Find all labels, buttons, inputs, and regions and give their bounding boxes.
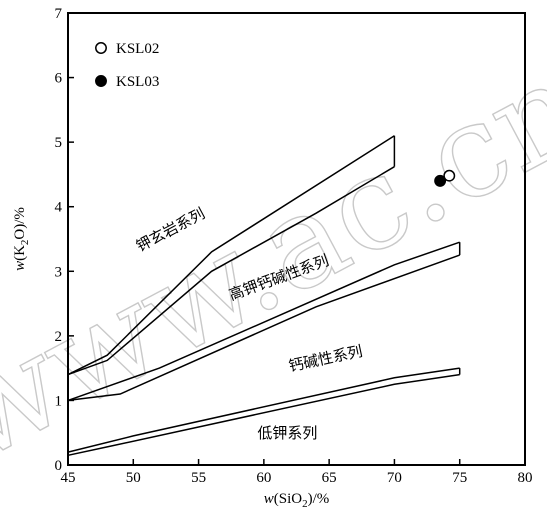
y-tick-label-1: 1 [55, 393, 63, 409]
field-lower-boundary-0 [67, 166, 395, 376]
field-upper-boundary-0 [67, 135, 395, 376]
field-upper-boundary-1 [67, 241, 460, 402]
point-ksl03 [434, 174, 447, 187]
x-tick-label-55: 55 [191, 470, 206, 486]
x-tick-label-45: 45 [61, 470, 76, 486]
y-tick-label-4: 4 [55, 200, 63, 216]
y-tick-label-5: 5 [55, 135, 63, 151]
x-tick-label-65: 65 [322, 470, 337, 486]
x-axis-title: w(SiO2)/% [264, 491, 330, 510]
legend-marker-ksl02 [95, 42, 107, 54]
x-tick-label-70: 70 [387, 470, 402, 486]
x-tick-label-60: 60 [256, 470, 271, 486]
watermark-text: www.ac.cn [0, 32, 547, 491]
x-tick-label-75: 75 [452, 470, 467, 486]
point-ksl02 [443, 169, 456, 182]
legend-marker-ksl03 [95, 75, 107, 87]
y-axis-title: w(K2O)/% [12, 207, 31, 271]
y-tick-label-0: 0 [55, 458, 63, 474]
x-tick-label-50: 50 [126, 470, 141, 486]
y-tick-label-6: 6 [55, 71, 63, 87]
data-points [434, 169, 456, 187]
field-lower-boundary-1 [67, 254, 460, 402]
field-boundaries [67, 135, 461, 457]
legend: KSL02 KSL03 [95, 41, 159, 90]
y-tick-label-2: 2 [55, 329, 63, 345]
field-lower-boundary-3 [67, 373, 460, 457]
legend-label-ksl03: KSL03 [116, 74, 159, 90]
y-tick-label-3: 3 [55, 264, 63, 280]
field-label-3: 低钾系列 [257, 424, 317, 442]
watermark: www.ac.cn [0, 32, 547, 492]
plot-frame [67, 12, 526, 466]
field-upper-boundary-3 [67, 367, 460, 453]
axes: 45 50 55 60 65 70 75 8001234567w(SiO2)/%w(K2O)/… [12, 6, 533, 510]
legend-label-ksl02: KSL02 [116, 41, 159, 57]
field-label-2: 钙碱性系列 [287, 342, 364, 375]
y-tick-label-7: 7 [55, 6, 63, 22]
x-tick-label-80: 80 [518, 470, 533, 486]
